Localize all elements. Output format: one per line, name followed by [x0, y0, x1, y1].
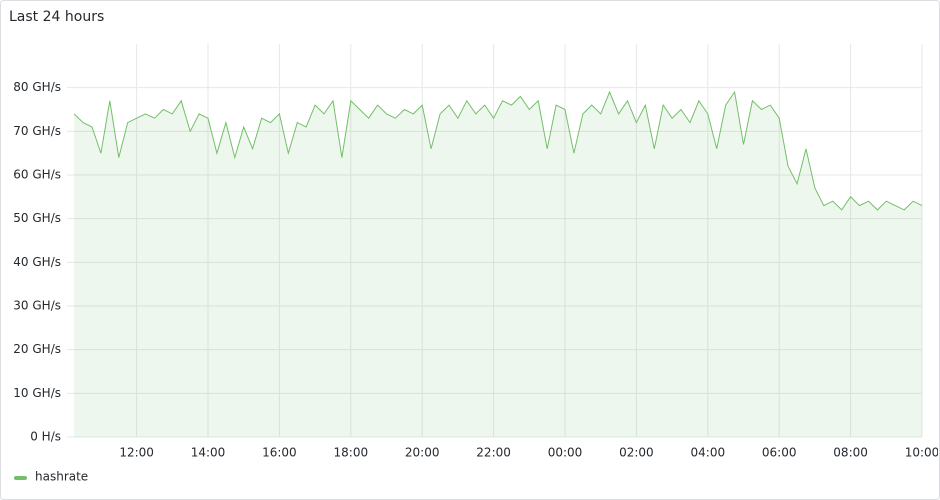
x-tick-label: 00:00 [548, 446, 583, 460]
y-tick-label: 50 GH/s [13, 211, 61, 225]
x-tick-label: 06:00 [762, 446, 797, 460]
x-tick-label: 18:00 [334, 446, 369, 460]
legend-swatch [14, 476, 27, 480]
area [74, 92, 923, 437]
y-tick-label: 60 GH/s [13, 168, 61, 182]
x-tick-label: 02:00 [619, 446, 654, 460]
x-tick-label: 10:00 [905, 446, 940, 460]
y-tick-label: 0 H/s [30, 430, 61, 444]
panel-title: Last 24 hours [9, 9, 104, 25]
y-tick-label: 30 GH/s [13, 299, 61, 313]
x-tick-label: 14:00 [191, 446, 226, 460]
x-tick-label: 20:00 [405, 446, 440, 460]
series-line [73, 90, 923, 211]
y-tick-label: 40 GH/s [13, 255, 61, 269]
y-tick-label: 70 GH/s [13, 124, 61, 138]
y-tick-label: 80 GH/s [13, 80, 61, 94]
x-tick-label: 12:00 [119, 446, 154, 460]
plot: 0 H/s 10 GH/s 20 GH/s 30 GH/s 40 GH/s 50 GH/s… [13, 44, 940, 460]
x-tick-label: 22:00 [476, 446, 511, 460]
legend-label: hashrate [35, 470, 88, 484]
y-tick-label: 10 GH/s [13, 386, 61, 400]
x-tick-label: 08:00 [833, 446, 868, 460]
x-tick-label: 04:00 [691, 446, 726, 460]
y-tick-label: 20 GH/s [13, 342, 61, 356]
x-tick-label: 16:00 [262, 446, 297, 460]
